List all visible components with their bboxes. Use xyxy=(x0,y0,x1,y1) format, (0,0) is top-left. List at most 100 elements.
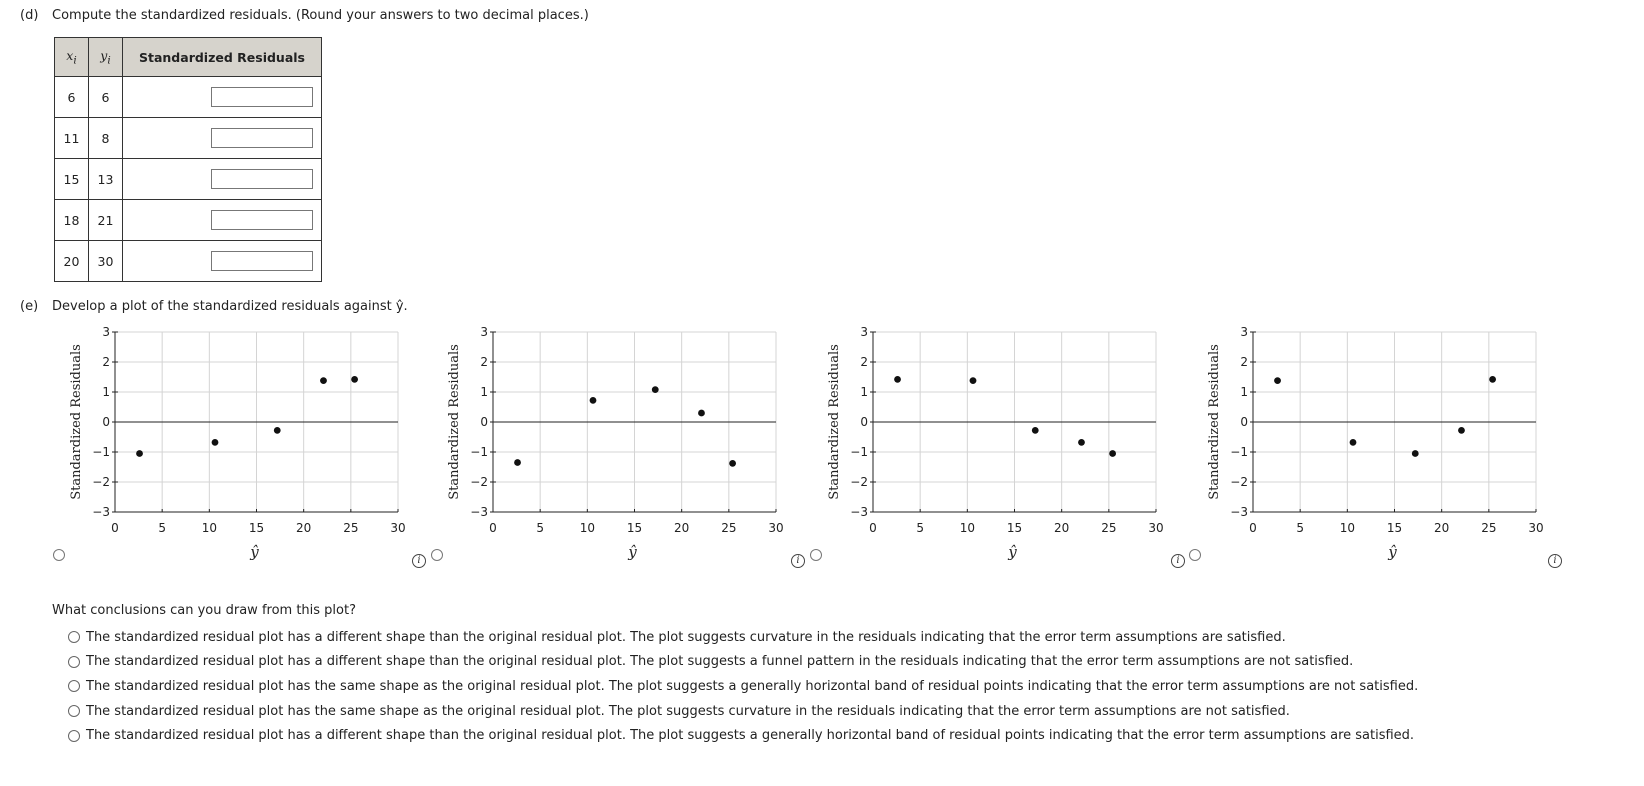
y-tick-label: 0 xyxy=(1240,415,1248,429)
x-tick-label: 10 xyxy=(960,521,975,535)
y-tick-label: 3 xyxy=(1240,325,1248,339)
choice-option-3[interactable]: The standardized residual plot has the s… xyxy=(68,674,1418,699)
table-row: 11 8 xyxy=(54,117,322,159)
y-tick-label: 0 xyxy=(102,415,110,429)
choice-label: The standardized residual plot has the s… xyxy=(86,678,1419,694)
data-point xyxy=(1411,450,1419,457)
data-point xyxy=(1458,427,1465,434)
data-point xyxy=(514,459,521,466)
header-x: xi xyxy=(54,37,89,77)
x-tick-label: 5 xyxy=(916,521,924,535)
y-tick-label: −3 xyxy=(1230,505,1248,519)
residual-input-2[interactable] xyxy=(211,128,313,148)
y-tick-label: −2 xyxy=(1230,475,1248,489)
data-point xyxy=(894,376,901,383)
residual-input-5[interactable] xyxy=(211,251,313,271)
y-tick-label: 1 xyxy=(102,385,110,399)
table-row: 6 6 xyxy=(54,76,322,118)
cell-y: 8 xyxy=(88,117,123,159)
residual-input-4[interactable] xyxy=(211,210,313,230)
x-axis-label: ŷ xyxy=(1007,543,1017,561)
x-tick-label: 15 xyxy=(1387,521,1402,535)
info-icon[interactable]: i xyxy=(791,554,805,568)
plot-option-4: 0 5 10 15 20 25 30 3 2 1 0 −1 −2 −3 ŷ Standardized Resi… xyxy=(1198,325,1558,565)
x-tick-label: 5 xyxy=(536,521,544,535)
x-tick-label: 30 xyxy=(390,521,405,535)
plot-1-radio[interactable] xyxy=(53,549,65,561)
header-standardized-residuals: Standardized Residuals xyxy=(122,37,322,77)
y-tick-label: 1 xyxy=(860,385,868,399)
x-tick-label: 25 xyxy=(721,521,736,535)
x-tick-label: 10 xyxy=(202,521,217,535)
x-tick-label: 20 xyxy=(1434,521,1449,535)
x-axis-label: ŷ xyxy=(627,543,637,561)
choice-label: The standardized residual plot has a dif… xyxy=(86,629,1286,645)
y-tick-label: 1 xyxy=(1240,385,1248,399)
info-icon[interactable]: i xyxy=(1171,554,1185,568)
radio-button[interactable] xyxy=(68,655,80,668)
x-tick-label: 30 xyxy=(1148,521,1163,535)
plot-option-3: 0 5 10 15 20 25 30 3 2 1 0 −1 −2 −3 ŷ Standardized Resi… xyxy=(818,325,1178,565)
info-icon[interactable]: i xyxy=(412,554,426,568)
x-tick-label: 0 xyxy=(111,521,119,535)
y-tick-label: 3 xyxy=(860,325,868,339)
cell-x: 20 xyxy=(54,240,89,282)
cell-x: 11 xyxy=(54,117,89,159)
x-tick-label: 25 xyxy=(1481,521,1496,535)
plot-option-1: 0 5 10 15 20 25 30 3 2 1 0 −1 −2 −3 ŷ Standardized Resi… xyxy=(60,325,420,565)
cell-x: 18 xyxy=(54,199,89,241)
data-point xyxy=(651,386,659,393)
y-tick-label: −1 xyxy=(470,445,488,459)
residuals-table: xi yi Standardized Residuals 6 6 11 8 15… xyxy=(54,37,322,282)
data-point xyxy=(351,376,359,383)
cell-y: 30 xyxy=(88,240,123,282)
y-tick-label: −3 xyxy=(470,505,488,519)
cell-y: 21 xyxy=(88,199,123,241)
plot-3-radio[interactable] xyxy=(810,549,822,561)
data-point xyxy=(729,460,737,467)
radio-button[interactable] xyxy=(68,631,80,644)
x-tick-label: 20 xyxy=(674,521,689,535)
table-row: 20 30 xyxy=(54,240,322,282)
choice-option-2[interactable]: The standardized residual plot has a dif… xyxy=(68,650,1418,675)
info-icon[interactable]: i xyxy=(1548,554,1562,568)
x-tick-label: 15 xyxy=(1007,521,1022,535)
choice-option-1[interactable]: The standardized residual plot has a dif… xyxy=(68,625,1418,650)
choice-option-4[interactable]: The standardized residual plot has the s… xyxy=(68,699,1418,724)
cell-y: 13 xyxy=(88,158,123,200)
x-tick-label: 30 xyxy=(768,521,783,535)
data-point xyxy=(1078,439,1085,446)
x-tick-label: 15 xyxy=(627,521,642,535)
data-point xyxy=(211,439,219,446)
plot-option-2: 0 5 10 15 20 25 30 3 2 1 0 −1 −2 −3 ŷ Standardized Resi… xyxy=(438,325,798,565)
residual-input-3[interactable] xyxy=(211,169,313,189)
y-tick-label: −1 xyxy=(1230,445,1248,459)
data-point xyxy=(698,409,705,417)
y-tick-label: 3 xyxy=(480,325,488,339)
plot-2-radio[interactable] xyxy=(431,549,443,561)
table-row: 15 13 xyxy=(54,158,322,200)
data-point xyxy=(589,397,597,404)
cell-y: 6 xyxy=(88,76,123,118)
x-tick-label: 20 xyxy=(1054,521,1069,535)
x-tick-label: 15 xyxy=(249,521,264,535)
radio-button[interactable] xyxy=(68,680,80,693)
radio-button[interactable] xyxy=(68,729,80,742)
part-d-prompt: Compute the standardized residuals. (Rou… xyxy=(52,8,589,23)
data-point xyxy=(320,377,327,384)
y-tick-label: 2 xyxy=(480,355,488,369)
y-tick-label: −2 xyxy=(470,475,488,489)
y-tick-label: 0 xyxy=(860,415,868,429)
plot-4-radio[interactable] xyxy=(1189,549,1201,561)
data-point xyxy=(136,450,143,457)
x-tick-label: 5 xyxy=(158,521,166,535)
x-tick-label: 0 xyxy=(489,521,497,535)
y-tick-label: 0 xyxy=(480,415,488,429)
y-axis-label: Standardized Residuals xyxy=(69,344,84,500)
radio-button[interactable] xyxy=(68,705,80,718)
residual-input-1[interactable] xyxy=(211,87,313,107)
choice-option-5[interactable]: The standardized residual plot has a dif… xyxy=(68,723,1418,748)
y-tick-label: −2 xyxy=(92,475,110,489)
